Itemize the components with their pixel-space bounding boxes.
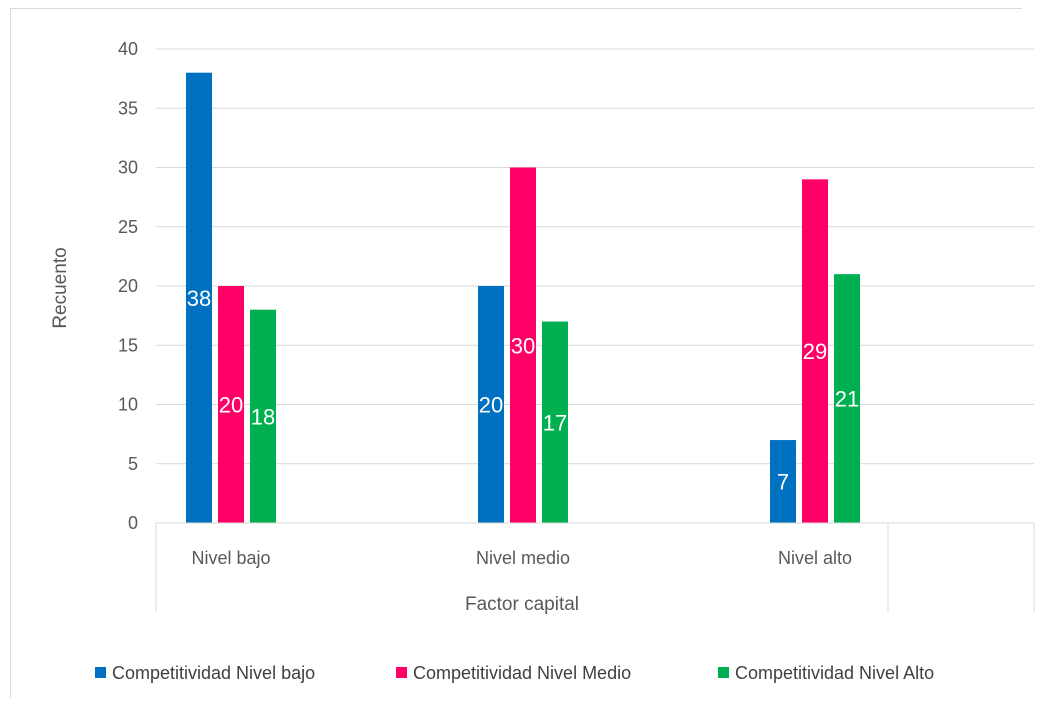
legend-swatch bbox=[718, 667, 729, 678]
y-tick-label: 40 bbox=[118, 39, 138, 59]
data-label: 20 bbox=[219, 393, 243, 418]
legend-label: Competitividad Nivel Medio bbox=[413, 663, 631, 683]
bars bbox=[186, 72, 860, 523]
data-labels: 38 20 7 20 30 29 18 17 21 bbox=[187, 286, 859, 495]
y-axis-label: Recuento bbox=[50, 247, 71, 328]
data-label: 7 bbox=[777, 470, 789, 495]
bar bbox=[802, 179, 828, 523]
legend-swatch bbox=[95, 667, 106, 678]
bar bbox=[478, 286, 504, 523]
bar bbox=[510, 167, 536, 523]
bar bbox=[542, 321, 568, 523]
y-tick-label: 25 bbox=[118, 217, 138, 237]
y-tick-label: 10 bbox=[118, 395, 138, 415]
x-category-label: Nivel alto bbox=[778, 548, 852, 568]
data-label: 29 bbox=[803, 339, 827, 364]
legend-swatch bbox=[396, 667, 407, 678]
bar bbox=[770, 440, 796, 523]
legend-label: Competitividad Nivel bajo bbox=[112, 663, 315, 683]
x-category-label: Nivel bajo bbox=[191, 548, 270, 568]
bar bbox=[218, 286, 244, 523]
x-axis: Nivel bajo Nivel medio Nivel alto bbox=[155, 522, 1035, 612]
y-axis-ticks: 0 5 10 15 20 25 30 35 40 bbox=[118, 39, 138, 533]
y-tick-label: 0 bbox=[128, 513, 138, 533]
chart-frame bbox=[10, 8, 1022, 698]
bar bbox=[250, 309, 276, 523]
y-tick-label: 15 bbox=[118, 335, 138, 355]
data-label: 20 bbox=[479, 393, 503, 418]
legend-label: Competitividad Nivel Alto bbox=[735, 663, 934, 683]
y-tick-label: 20 bbox=[118, 276, 138, 296]
data-label: 18 bbox=[251, 404, 275, 429]
data-label: 30 bbox=[511, 333, 535, 358]
data-label: 21 bbox=[835, 387, 859, 412]
x-category-label: Nivel medio bbox=[476, 548, 570, 568]
y-tick-label: 35 bbox=[118, 98, 138, 118]
legend: Competitividad Nivel bajo Competitividad … bbox=[95, 663, 934, 683]
gridlines bbox=[156, 48, 1034, 465]
x-axis-label: Factor capital bbox=[465, 594, 579, 615]
bar bbox=[834, 274, 860, 523]
data-label: 17 bbox=[543, 410, 567, 435]
y-tick-label: 5 bbox=[128, 454, 138, 474]
bar bbox=[186, 72, 212, 523]
data-label: 38 bbox=[187, 286, 211, 311]
y-tick-label: 30 bbox=[118, 158, 138, 178]
